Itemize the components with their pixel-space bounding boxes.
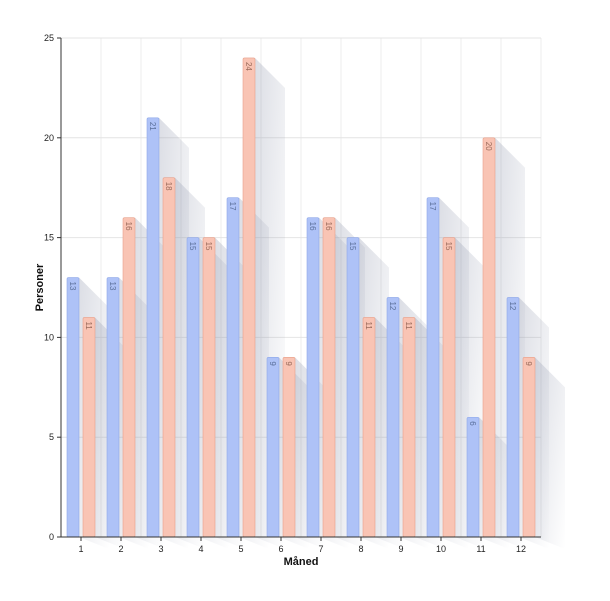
bar-value-label: 16 — [124, 222, 133, 231]
bar-value-label: 20 — [484, 142, 493, 151]
bar-value-label: 18 — [164, 182, 173, 191]
y-tick-label: 10 — [44, 332, 54, 342]
bar-value-label: 15 — [348, 242, 357, 251]
x-tick-label: 2 — [118, 544, 123, 554]
bar — [322, 217, 336, 538]
bar-value-label: 24 — [244, 62, 253, 71]
y-tick-label: 5 — [49, 432, 54, 442]
x-tick-label: 1 — [78, 544, 83, 554]
bar — [282, 357, 296, 538]
bar — [226, 197, 240, 538]
x-tick-label: 7 — [318, 544, 323, 554]
bar-value-label: 15 — [444, 242, 453, 251]
bar-value-label: 11 — [84, 321, 93, 330]
bar — [426, 197, 440, 538]
bars: 13 11 13 16 21 18 15 15 17 24 9 9 16 16 15 11 12 11 17 15 6 2… — [66, 57, 536, 538]
bar — [162, 177, 176, 538]
x-tick-label: 4 — [198, 544, 203, 554]
bar — [146, 117, 160, 538]
bar — [106, 277, 120, 538]
bar-value-label: 17 — [428, 202, 437, 211]
bar-value-label: 15 — [204, 242, 213, 251]
bar-value-label: 13 — [108, 282, 117, 291]
y-axis-title: Personer — [34, 263, 46, 311]
x-tick-label: 8 — [358, 544, 363, 554]
bar — [522, 357, 536, 538]
bar-value-label: 11 — [364, 321, 373, 330]
x-tick-label: 10 — [436, 544, 446, 554]
bar — [186, 237, 200, 538]
x-axis-title: Måned — [284, 556, 319, 568]
bar-value-label: 9 — [284, 361, 293, 366]
bar-value-label: 16 — [324, 222, 333, 231]
bar-value-label: 13 — [68, 282, 77, 291]
x-tick-label: 6 — [278, 544, 283, 554]
bar-value-label: 17 — [228, 202, 237, 211]
y-tick-label: 25 — [44, 33, 54, 43]
bar — [306, 217, 320, 538]
bar — [506, 297, 520, 538]
bar-value-label: 11 — [404, 321, 413, 330]
bar — [482, 137, 496, 538]
x-tick-label: 3 — [158, 544, 163, 554]
bar — [362, 317, 376, 538]
bar — [386, 297, 400, 538]
bar-value-label: 9 — [268, 361, 277, 366]
bar-value-label: 12 — [388, 301, 397, 310]
bar — [82, 317, 96, 538]
x-tick-label: 12 — [516, 544, 526, 554]
bar — [402, 317, 416, 538]
y-tick-label: 15 — [44, 233, 54, 243]
bar-value-label: 12 — [508, 301, 517, 310]
bar-value-label: 9 — [524, 361, 533, 366]
bar-value-label: 16 — [308, 222, 317, 231]
bar — [66, 277, 80, 538]
bar-value-label: 6 — [468, 421, 477, 426]
bar — [266, 357, 280, 538]
bar-value-label: 15 — [188, 242, 197, 251]
x-tick-label: 11 — [476, 544, 485, 554]
bar — [466, 416, 480, 538]
x-tick-label: 5 — [238, 544, 243, 554]
bar — [346, 237, 360, 538]
bar-shadow — [535, 357, 565, 549]
bar-value-label: 21 — [148, 122, 157, 131]
bar — [442, 237, 456, 538]
bar — [202, 237, 216, 538]
x-tick-label: 9 — [398, 544, 403, 554]
bar — [122, 217, 136, 538]
y-tick-label: 0 — [49, 532, 54, 542]
y-tick-label: 20 — [44, 133, 54, 143]
bar — [242, 57, 256, 538]
